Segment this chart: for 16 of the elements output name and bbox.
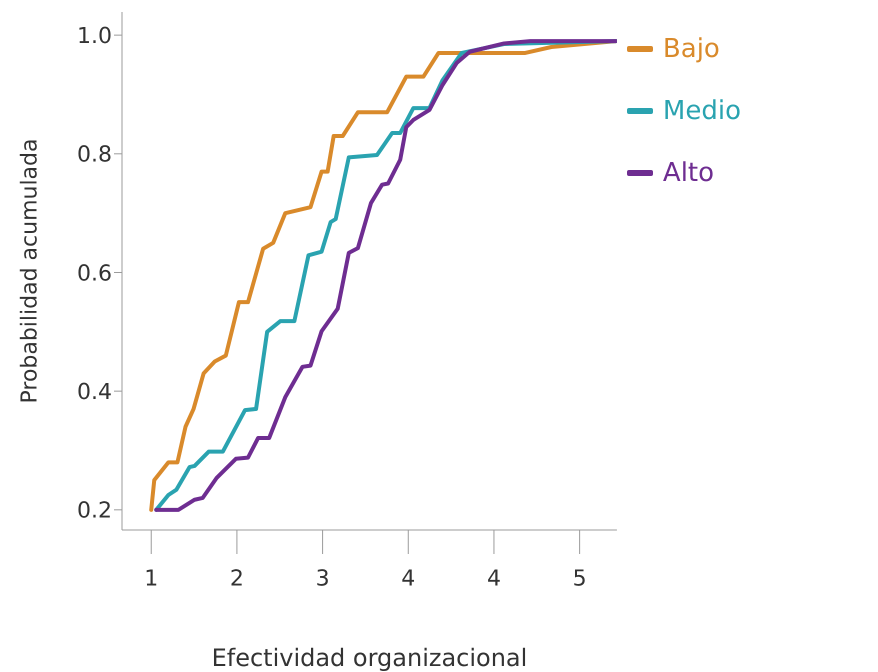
x-tick-label: 1 bbox=[144, 566, 158, 592]
legend-label: Bajo bbox=[662, 34, 720, 64]
y-tick-label: 0.2 bbox=[77, 498, 112, 524]
y-tick-label: 1.0 bbox=[77, 24, 112, 49]
y-axis-title: Probabilidad acumulada bbox=[18, 138, 42, 404]
legend-label: Medio bbox=[662, 96, 741, 126]
x-tick-label: 3 bbox=[316, 566, 330, 592]
x-tick-label: 4 bbox=[401, 566, 416, 592]
y-tick-label: 0.8 bbox=[77, 142, 112, 168]
legend-label: Alto bbox=[662, 158, 714, 188]
x-tick-label: 2 bbox=[230, 566, 244, 592]
x-axis-title: Efectividad organizacional bbox=[212, 644, 528, 672]
y-tick-label: 0.4 bbox=[77, 380, 112, 405]
x-tick-label: 5 bbox=[572, 566, 587, 592]
y-tick-label: 0.6 bbox=[77, 261, 112, 286]
x-tick-label: 4 bbox=[486, 566, 501, 592]
